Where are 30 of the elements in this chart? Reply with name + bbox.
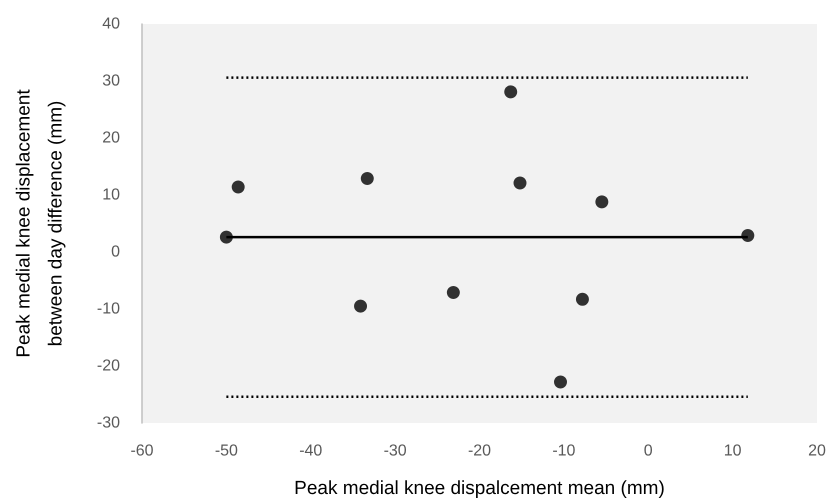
x-tick-label: -30: [384, 442, 407, 460]
point: [554, 375, 567, 388]
point: [446, 286, 460, 299]
x-tick-label: 10: [724, 442, 742, 460]
point: [741, 228, 754, 242]
y-tick-label: 20: [102, 130, 120, 146]
y-tick-label: 40: [102, 16, 120, 32]
x-tick-label: -60: [130, 442, 154, 460]
x-tick-label: -50: [214, 442, 238, 460]
x-tick-label: -40: [299, 442, 322, 460]
y-tick-label: 0: [111, 244, 120, 260]
y-axis-title: Peak medial knee displacement between day difference (mm): [14, 88, 66, 358]
point: [514, 176, 526, 190]
point: [504, 85, 518, 98]
y-tick-label: -30: [96, 414, 120, 432]
y-tick-label: -20: [96, 358, 120, 374]
x-tick-label: -20: [468, 442, 492, 460]
point: [595, 195, 608, 208]
point: [360, 172, 374, 185]
point: [232, 180, 245, 194]
x-tick-label: 0: [644, 442, 653, 460]
point: [220, 230, 233, 244]
y-tick-label: -10: [96, 300, 120, 318]
point: [576, 292, 589, 306]
y-tick-label: 10: [102, 186, 120, 204]
x-axis-title: Peak medial knee dispalcement mean (mm): [294, 478, 665, 499]
x-tick-label: -10: [552, 442, 576, 460]
point: [354, 300, 368, 313]
y-tick-label: 30: [102, 72, 120, 90]
x-tick-label: 20: [808, 442, 826, 460]
